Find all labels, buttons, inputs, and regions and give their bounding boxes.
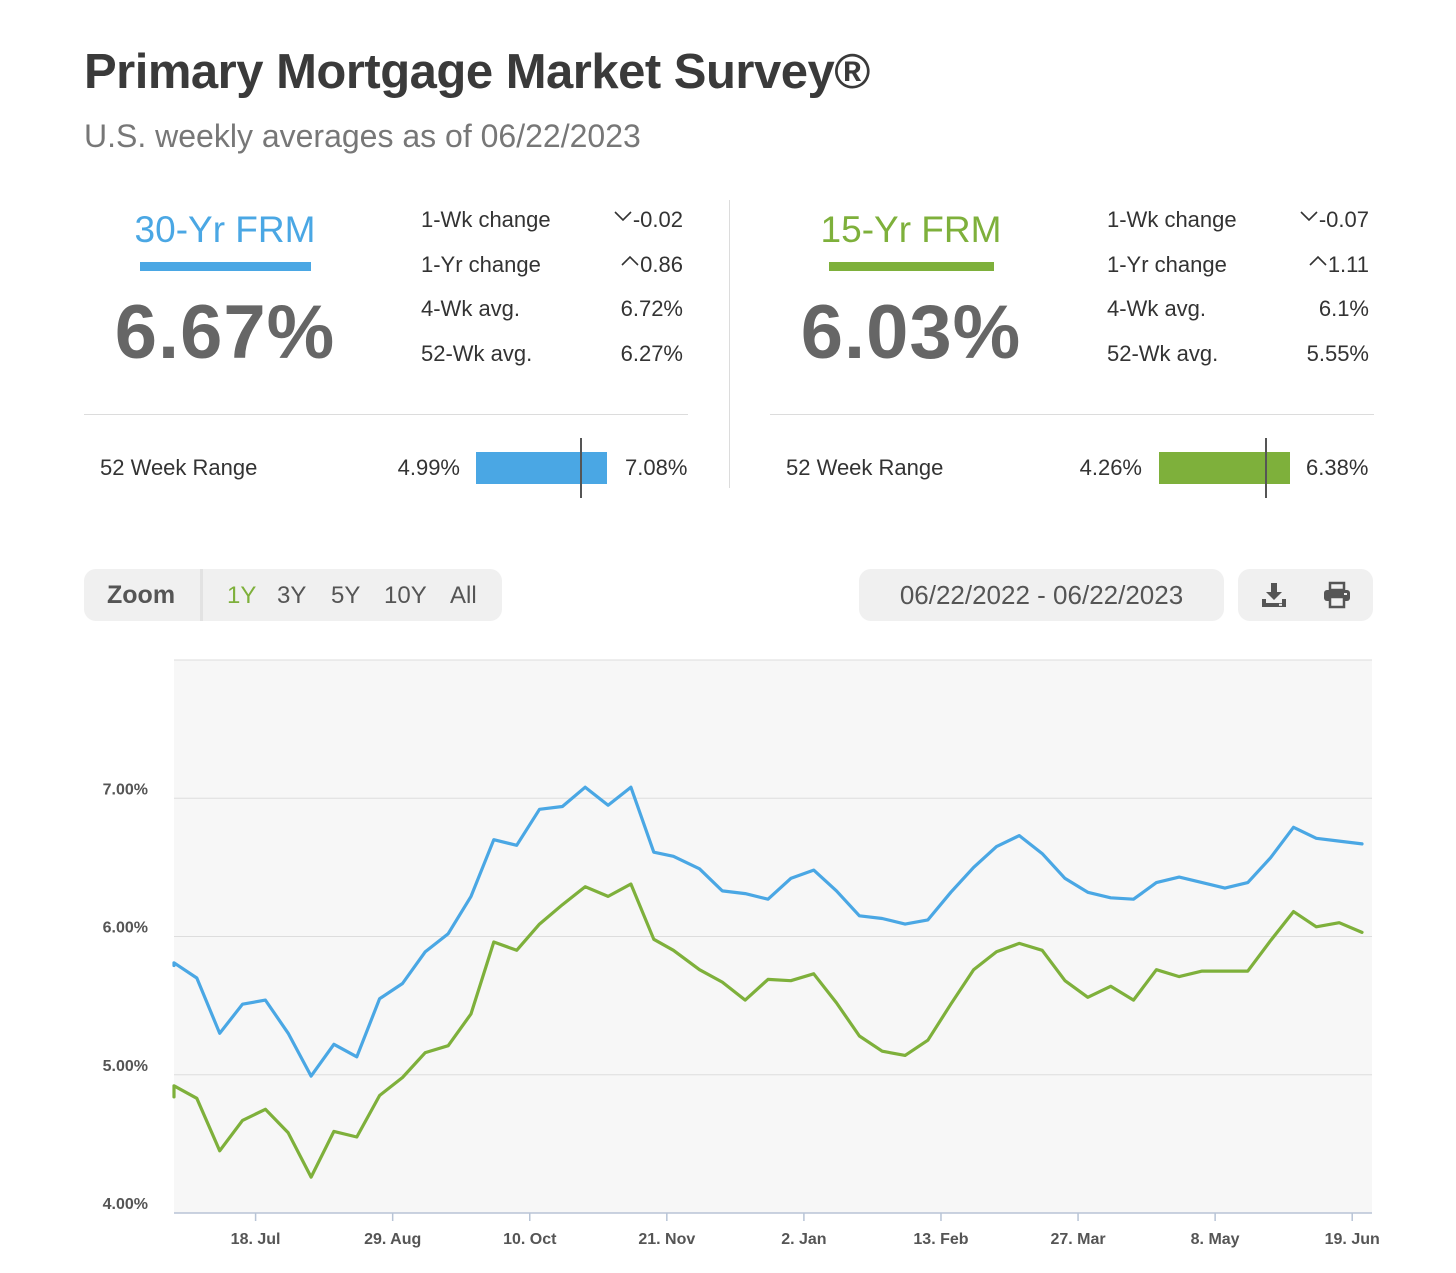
download-icon[interactable]	[1259, 581, 1289, 609]
stat-value: 1.11	[1309, 252, 1369, 278]
zoom-10y-button[interactable]: 10Y	[384, 582, 427, 609]
x-tick-label: 21. Nov	[638, 1231, 695, 1248]
stat-label: 1-Yr change	[1107, 251, 1227, 277]
date-range-field[interactable]: 06/22/2022 - 06/22/2023	[859, 569, 1224, 621]
stat-row-1yr: 1-Yr change 0.86	[421, 252, 683, 297]
stat-value-text: 0.86	[640, 251, 683, 277]
y-tick-label: 5.00%	[103, 1058, 148, 1075]
rate-stats: 1-Wk change -0.07 1-Yr change 1.11 4-Wk …	[1107, 207, 1369, 385]
series-line-30yr	[172, 785, 1364, 1078]
zoom-control: Zoom 1Y 3Y 5Y 10Y All	[84, 569, 502, 621]
zoom-3y-button[interactable]: 3Y	[277, 582, 307, 609]
y-tick-label: 6.00%	[103, 920, 148, 937]
chevron-up-icon	[1309, 255, 1327, 266]
series-line-15yr	[172, 882, 1364, 1179]
rate-underline	[829, 262, 994, 271]
range-bar	[1159, 452, 1290, 484]
rate-panel-15yr: 15-Yr FRM 6.03% 1-Wk change -0.07 1-Yr c…	[770, 195, 1376, 498]
zoom-1y-button[interactable]: 1Y	[227, 582, 257, 609]
stat-row-52wk: 52-Wk avg. 5.55%	[1107, 341, 1369, 386]
y-tick-label: 4.00%	[103, 1196, 148, 1213]
y-tick-label: 7.00%	[103, 781, 148, 798]
rate-value: 6.03%	[800, 290, 1022, 375]
chevron-down-icon	[1300, 211, 1318, 222]
chevron-up-icon	[621, 255, 639, 266]
x-tick-label: 29. Aug	[364, 1231, 421, 1248]
stat-value-text: -0.07	[1318, 207, 1369, 232]
y-axis-ticks: 4.00% 5.00% 6.00% 7.00%	[103, 781, 148, 1213]
series-lines	[172, 785, 1364, 1179]
rate-name: 15-Yr FRM	[820, 209, 1002, 250]
range-min: 4.26%	[1079, 455, 1142, 480]
stat-label: 4-Wk avg.	[421, 296, 521, 321]
rate-name: 30-Yr FRM	[134, 209, 316, 250]
stat-row-4wk: 4-Wk avg. 6.1%	[1107, 296, 1369, 341]
stat-label: 52-Wk avg.	[421, 340, 533, 366]
range-current-marker	[1265, 438, 1268, 498]
stat-label: 1-Wk change	[1107, 207, 1237, 232]
zoom-separator	[200, 569, 203, 621]
x-axis-ticks: 18. Jul 29. Aug 10. Oct 21. Nov 2. Jan 13. Fe…	[231, 1213, 1380, 1248]
page-subtitle: U.S. weekly averages as of 06/22/2023	[84, 118, 641, 154]
panel-divider	[729, 200, 730, 488]
zoom-5y-button[interactable]: 5Y	[331, 582, 361, 609]
x-tick-label: 27. Mar	[1050, 1231, 1105, 1248]
zoom-all-button[interactable]: All	[450, 582, 477, 609]
divider	[770, 414, 1374, 415]
range-min: 4.99%	[397, 455, 460, 480]
x-tick-label: 10. Oct	[503, 1231, 557, 1248]
grid-lines	[174, 659, 1372, 1214]
stat-value-text: 1.11	[1327, 251, 1369, 277]
stat-value: 6.27%	[620, 340, 683, 366]
rate-history-chart: 4.00% 5.00% 6.00% 7.00% 18. Jul 29. Aug 10. O…	[103, 659, 1380, 1248]
rate-value: 6.67%	[114, 290, 336, 375]
stat-value: -0.07	[1300, 207, 1369, 233]
chart-actions	[1238, 569, 1373, 621]
x-tick-label: 18. Jul	[231, 1231, 281, 1248]
print-icon[interactable]	[1322, 581, 1352, 609]
range-label: 52 Week Range	[100, 455, 258, 480]
x-tick-label: 2. Jan	[781, 1231, 826, 1248]
stat-row-4wk: 4-Wk avg. 6.72%	[421, 296, 683, 341]
stat-label: 52-Wk avg.	[1107, 340, 1219, 366]
range-bar	[476, 452, 607, 484]
range-max: 6.38%	[1306, 455, 1369, 480]
stat-row-52wk: 52-Wk avg. 6.27%	[421, 341, 683, 386]
stat-value: 6.1%	[1318, 296, 1369, 321]
stat-value-text: -0.02	[632, 207, 683, 232]
x-tick-label: 13. Feb	[913, 1231, 968, 1248]
page-title: Primary Mortgage Market Survey®	[84, 45, 870, 99]
zoom-label: Zoom	[107, 581, 176, 609]
range-current-marker	[579, 438, 582, 498]
x-tick-label: 8. May	[1191, 1231, 1240, 1248]
stat-label: 1-Wk change	[421, 207, 551, 232]
stat-value: 0.86	[621, 252, 683, 278]
stat-row-1yr: 1-Yr change 1.11	[1107, 252, 1369, 297]
stat-row-1wk: 1-Wk change -0.02	[421, 207, 683, 252]
divider	[84, 414, 688, 415]
stat-value: -0.02	[614, 207, 683, 233]
stat-label: 1-Yr change	[421, 251, 541, 277]
stat-value: 5.55%	[1306, 340, 1369, 366]
rate-stats: 1-Wk change -0.02 1-Yr change 0.86 4-Wk …	[421, 207, 683, 385]
rate-underline	[140, 262, 311, 271]
rate-panel-30yr: 30-Yr FRM 6.67% 1-Wk change -0.02 1-Yr c…	[84, 195, 690, 498]
x-tick-label: 19. Jun	[1325, 1231, 1380, 1248]
range-max: 7.08%	[625, 455, 688, 480]
stat-value: 6.72%	[620, 296, 683, 321]
range-label: 52 Week Range	[786, 455, 944, 480]
chevron-down-icon	[614, 211, 632, 222]
stat-label: 4-Wk avg.	[1107, 296, 1207, 321]
stat-row-1wk: 1-Wk change -0.07	[1107, 207, 1369, 252]
